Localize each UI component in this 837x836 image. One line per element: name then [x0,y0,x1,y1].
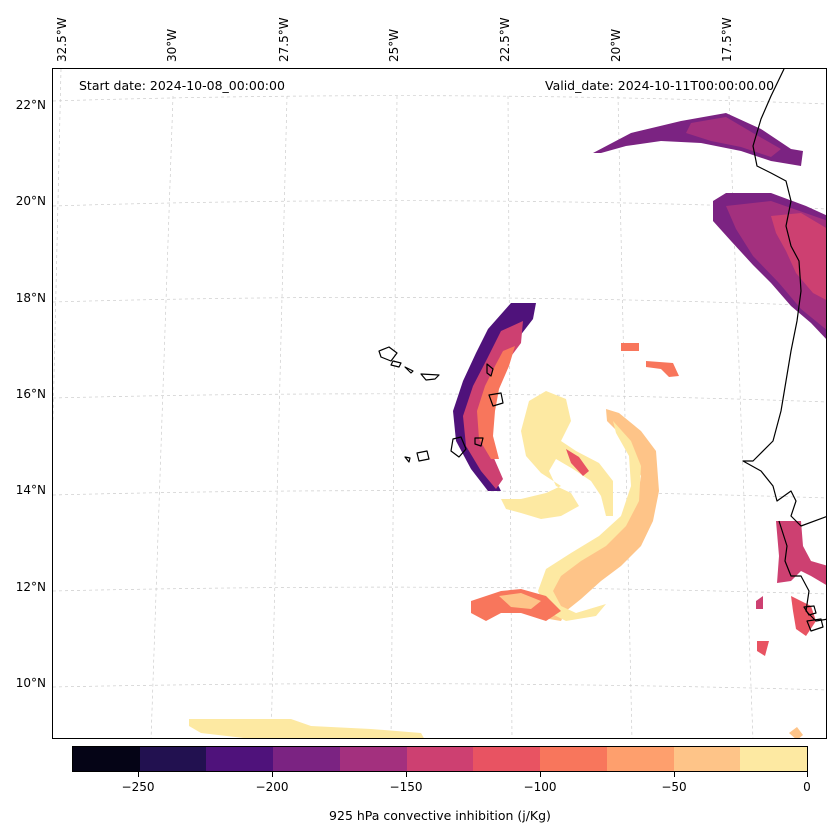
colorbar-segment-5 [406,747,474,771]
colorbar-tick-minus-100 [540,772,541,777]
colorbar-segment-6 [473,747,541,771]
cin-region-north-band-inner [686,117,781,157]
colorbar-tick-label-minus-100: −100 [523,780,557,794]
parallel-12n [53,586,826,595]
cin-patch-bottom-right [789,727,803,738]
parallel-16n [53,393,826,403]
cin-patch-east-1 [621,343,639,351]
colorbar-segment-10 [740,747,808,771]
meridian-27-5w [270,95,288,738]
colorbar-segment-9 [673,747,741,771]
colorbar-tick-0 [807,772,808,777]
meridian-30w [150,95,174,738]
cape-verde-maio [474,437,484,447]
cape-verde-santiago [450,436,467,458]
meridian-17-5w [728,95,754,738]
cin-region-spiral-center-red [566,449,589,476]
parallel-10n [53,683,826,691]
latitude-label-10n: 10°N [15,676,46,690]
longitude-label-20w: 20°W [609,28,623,62]
latitude-label-14n: 14°N [15,483,46,497]
longitude-label-17-5w: 17.5°W [720,17,734,62]
coastlines [378,69,826,632]
cape-verde-boa-vista [488,392,504,407]
latitude-label-22n: 22°N [15,98,46,112]
africa-coastline [742,69,826,527]
valid-date-label: Valid_date: 2024-10-11T00:00:00.00 [545,78,775,93]
colorbar-segment-0 [73,747,140,771]
colorbar-tick-minus-50 [674,772,675,777]
colorbar-tick-minus-150 [406,772,407,777]
meridian-32-5w [53,69,62,422]
parallel-20n [53,200,826,210]
cape-verde-santo-antao [378,346,398,362]
longitude-label-22-5w: 22.5°W [498,17,512,62]
colorbar [72,746,808,772]
colorbar-segment-1 [139,747,207,771]
longitude-label-25w: 25°W [387,28,401,62]
cape-verde-sao-vicente [390,360,402,368]
cin-patch-east-2 [646,361,679,377]
colorbar-segment-7 [540,747,607,771]
cape-verde-brava [404,456,411,463]
cape-verde-sal [486,363,494,377]
gridlines [53,69,826,738]
map-canvas [53,69,826,738]
cape-verde-sao-nicolau [404,366,414,374]
colorbar-segment-3 [273,747,340,771]
senegal-gambia-coast [778,520,826,622]
map-panel[interactable] [52,68,827,739]
cin-region-bottom-left [189,719,424,738]
parallel-14n [53,490,826,499]
latitude-label-12n: 12°N [15,580,46,594]
start-date-label: Start date: 2024-10-08_00:00:00 [79,78,285,93]
cin-region-spiral-outer-inner [538,421,641,621]
cape-verde-sal-islet [420,373,440,381]
cin-region-north-band [593,113,803,166]
longitude-label-27-5w: 27.5°W [277,17,291,62]
colorbar-tick-label-minus-50: −50 [661,780,687,794]
latitude-label-18n: 18°N [15,291,46,305]
colorbar-tick-label-minus-150: −150 [389,780,423,794]
colorbar-tick-label-0: 0 [803,780,811,794]
colorbar-tick-minus-250 [138,772,139,777]
cape-verde-fogo [416,450,430,462]
bijagos-islands [803,605,824,632]
colorbar-segment-4 [339,747,407,771]
cin-patch-guinea-small-2 [756,596,763,609]
longitude-label-32-5w: 32.5°W [55,17,69,62]
colorbar-title: 925 hPa convective inhibition (j/Kg) [329,808,551,823]
parallel-22n [53,95,826,105]
cin-region-spiral-center [501,391,613,519]
meridian-20w [617,95,633,738]
cin-region-coast-block-inner [771,213,826,300]
cin-region-cape-verde-arc-mid [463,321,523,489]
cin-patch-guinea-small [757,641,769,656]
colorbar-tick-label-minus-250: −250 [121,780,155,794]
meridian-22-5w [507,95,513,738]
latitude-label-16n: 16°N [15,387,46,401]
colorbar-tick-label-minus-200: −200 [255,780,289,794]
cin-contours [189,113,826,738]
colorbar-tick-minus-200 [272,772,273,777]
colorbar-segment-2 [206,747,274,771]
longitude-label-30w: 30°W [165,28,179,62]
cin-region-cape-verde-arc-inner [477,346,515,459]
latitude-label-20n: 20°N [15,194,46,208]
colorbar-segment-8 [606,747,674,771]
meridian-25w [390,95,398,738]
parallel-18n [53,296,826,307]
cin-region-south-band-light [499,593,541,609]
